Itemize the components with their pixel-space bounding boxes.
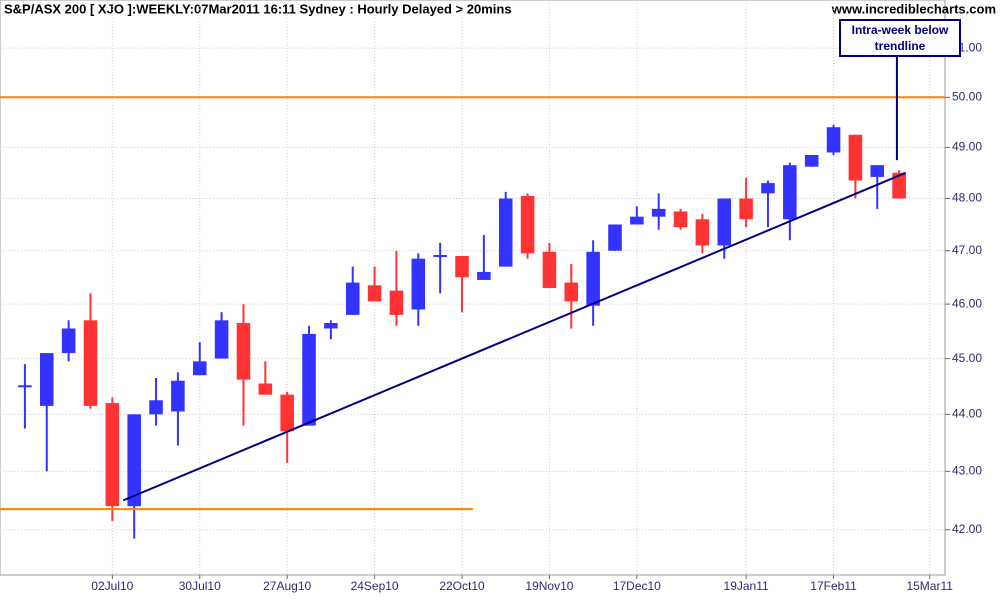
candle-body: [761, 183, 775, 194]
candle-body: [39, 353, 54, 406]
candle-body: [127, 414, 141, 507]
x-tick-label: 24Sep10: [351, 579, 399, 593]
candle-body: [717, 198, 732, 246]
candle-body: [651, 208, 666, 217]
y-tick-label: 49.00: [952, 140, 982, 154]
candle-body: [673, 211, 688, 228]
reference-line: [122, 171, 907, 502]
y-tick-label: 43.00: [952, 464, 982, 478]
chart-title: S&P/ASX 200 [ XJO ]:WEEKLY:07Mar2011 16:…: [4, 1, 512, 16]
y-tick-label: 42.00: [952, 522, 982, 536]
candle-body: [542, 251, 557, 288]
candle-body: [389, 290, 404, 315]
x-tick-label: 17Dec10: [613, 579, 661, 593]
candle-body: [61, 328, 76, 354]
candle-body: [367, 285, 382, 302]
x-tick-label: 15Mar11: [906, 579, 953, 593]
annotation: Intra-week below trendline: [839, 19, 961, 57]
x-tick-label: 22Oct10: [439, 579, 485, 593]
candle-body: [214, 320, 229, 359]
candle-body: [149, 400, 163, 415]
candle-body: [608, 224, 622, 251]
x-tick-label: 30Jul10: [179, 579, 221, 593]
candle-body: [477, 271, 491, 280]
candle-body: [520, 195, 535, 254]
candle-body: [192, 361, 207, 376]
candle-body: [739, 198, 753, 220]
candle-body: [783, 165, 797, 220]
x-tick-label: 19Nov10: [525, 579, 573, 593]
candle-body: [105, 403, 120, 507]
x-tick-label: 19Jan11: [724, 579, 769, 593]
candle-body: [826, 127, 841, 153]
plot-frame: [0, 0, 946, 576]
x-tick-label: 17Feb11: [810, 579, 857, 593]
y-tick-label: 48.00: [952, 191, 982, 205]
candle-body: [324, 323, 338, 329]
candle-body: [498, 198, 513, 267]
candle-body: [870, 165, 885, 177]
candle-body: [564, 282, 579, 302]
candle-body: [258, 383, 273, 395]
candle-body: [302, 333, 316, 426]
candle-body: [280, 394, 294, 432]
x-tick-label: 02Jul10: [91, 579, 133, 593]
candle-body: [236, 323, 251, 380]
y-tick-label: 50.00: [952, 89, 982, 103]
x-tick-label: 27Aug10: [263, 579, 311, 593]
y-tick-label: 45.00: [952, 351, 982, 365]
candle-body: [586, 251, 600, 306]
candle-body: [83, 320, 98, 406]
source: www.incrediblecharts.com: [831, 1, 996, 16]
y-tick-label: 44.00: [952, 407, 982, 421]
candle-body: [804, 154, 819, 167]
candle-body: [848, 134, 863, 181]
candle-body: [411, 258, 426, 310]
candle-body: [455, 256, 469, 278]
y-tick-label: 47.00: [952, 243, 982, 257]
candle-body: [892, 172, 906, 199]
y-tick-label: 46.00: [952, 296, 982, 310]
candle-body: [345, 282, 360, 315]
candle-body: [171, 380, 185, 412]
candle-body: [630, 216, 644, 225]
candle-body: [695, 219, 710, 246]
